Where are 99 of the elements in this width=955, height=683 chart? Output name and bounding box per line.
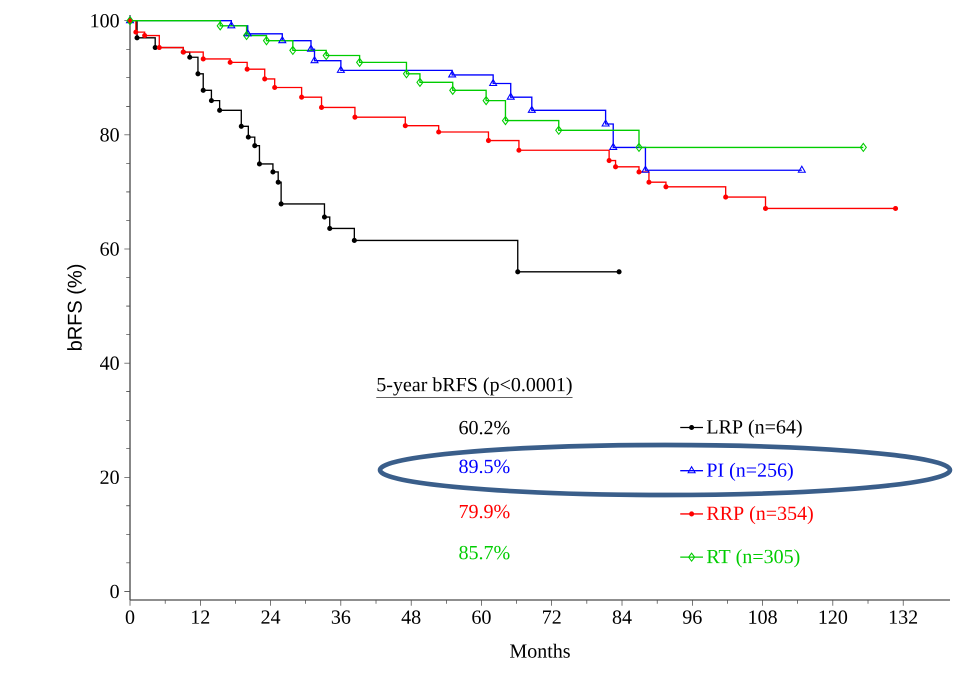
point — [616, 269, 622, 274]
annotation: 60.2% — [459, 420, 510, 434]
x-tick-label: 12 — [192, 610, 210, 624]
point — [352, 114, 358, 120]
legend-label: LRP (n=64) — [706, 420, 802, 438]
point — [276, 180, 281, 185]
x-tick-label: 72 — [543, 610, 561, 624]
point — [663, 184, 668, 190]
point — [860, 142, 867, 152]
point — [272, 84, 278, 90]
point — [402, 123, 408, 128]
point — [243, 31, 250, 40]
y-tick-label: 60 — [100, 242, 119, 256]
point — [256, 161, 262, 166]
point — [208, 98, 214, 104]
point — [262, 36, 270, 46]
x-tick-label: 48 — [402, 610, 420, 624]
point — [636, 169, 642, 174]
point — [200, 88, 206, 93]
point — [278, 201, 284, 206]
x-tick-label: 60 — [472, 610, 491, 624]
point — [289, 46, 296, 55]
point — [609, 142, 618, 150]
point — [613, 164, 618, 170]
point — [238, 124, 244, 129]
point — [227, 21, 236, 28]
point — [319, 104, 324, 110]
point — [506, 92, 515, 100]
point — [142, 33, 148, 38]
point — [798, 166, 806, 173]
annotation: 89.5% — [459, 460, 510, 474]
point — [156, 44, 162, 50]
point — [641, 166, 650, 173]
point — [402, 69, 410, 78]
point — [244, 29, 252, 36]
point — [306, 44, 315, 52]
point — [270, 169, 276, 174]
point — [134, 35, 140, 40]
point — [635, 142, 643, 152]
point — [252, 143, 258, 148]
point — [516, 148, 522, 153]
point — [327, 226, 332, 231]
legend-label: PI (n=256) — [706, 462, 793, 481]
point — [448, 70, 456, 78]
point — [893, 206, 898, 212]
point — [217, 108, 222, 113]
point — [502, 116, 509, 126]
point — [449, 86, 456, 95]
point — [723, 194, 728, 200]
point — [416, 78, 424, 87]
x-tick-label: 96 — [682, 610, 702, 624]
point — [187, 54, 192, 60]
x-tick-label: 0 — [126, 610, 134, 624]
point — [299, 94, 304, 100]
point — [646, 180, 652, 185]
x-tick-label: 108 — [749, 610, 777, 624]
point — [310, 56, 319, 64]
x-tick-label: 24 — [261, 610, 280, 624]
point — [515, 269, 520, 274]
point — [489, 78, 498, 86]
point — [602, 119, 610, 127]
point — [244, 66, 250, 72]
point — [152, 44, 158, 50]
legend-label: RT (n=305) — [706, 549, 800, 568]
y-tick-label: 0 — [110, 584, 119, 598]
y-tick-label: 40 — [100, 356, 119, 370]
point — [228, 60, 233, 65]
point — [246, 134, 251, 140]
y-tick-label: 100 — [91, 14, 119, 28]
point — [200, 56, 206, 62]
point — [322, 214, 327, 220]
annotation: 79.9% — [460, 504, 510, 518]
legend-label: RRP (n=354) — [706, 506, 813, 524]
point — [762, 206, 768, 212]
point — [436, 129, 442, 135]
y-tick-label: 80 — [100, 128, 119, 142]
point — [278, 36, 286, 44]
point — [262, 76, 268, 82]
x-tick-label: 36 — [332, 610, 350, 624]
point — [336, 66, 345, 73]
point — [195, 71, 200, 76]
point — [606, 158, 612, 164]
x-tick-label: 84 — [612, 610, 632, 624]
point — [555, 126, 562, 135]
point — [133, 30, 138, 35]
annotation: 5-year bRFS (p<0.0001) — [377, 377, 572, 396]
y-axis-title: bRFS (%) — [67, 264, 86, 350]
point — [482, 96, 490, 106]
point — [352, 238, 357, 243]
point — [356, 58, 364, 67]
point — [528, 106, 536, 113]
annotation: 85.7% — [459, 546, 510, 560]
x-tick-label: 120 — [820, 610, 848, 624]
point — [216, 21, 224, 30]
point — [486, 138, 491, 144]
y-tick-label: 20 — [100, 470, 119, 484]
x-tick-label: 132 — [890, 610, 918, 624]
x-axis-title: Months — [510, 644, 570, 658]
point — [322, 50, 330, 60]
